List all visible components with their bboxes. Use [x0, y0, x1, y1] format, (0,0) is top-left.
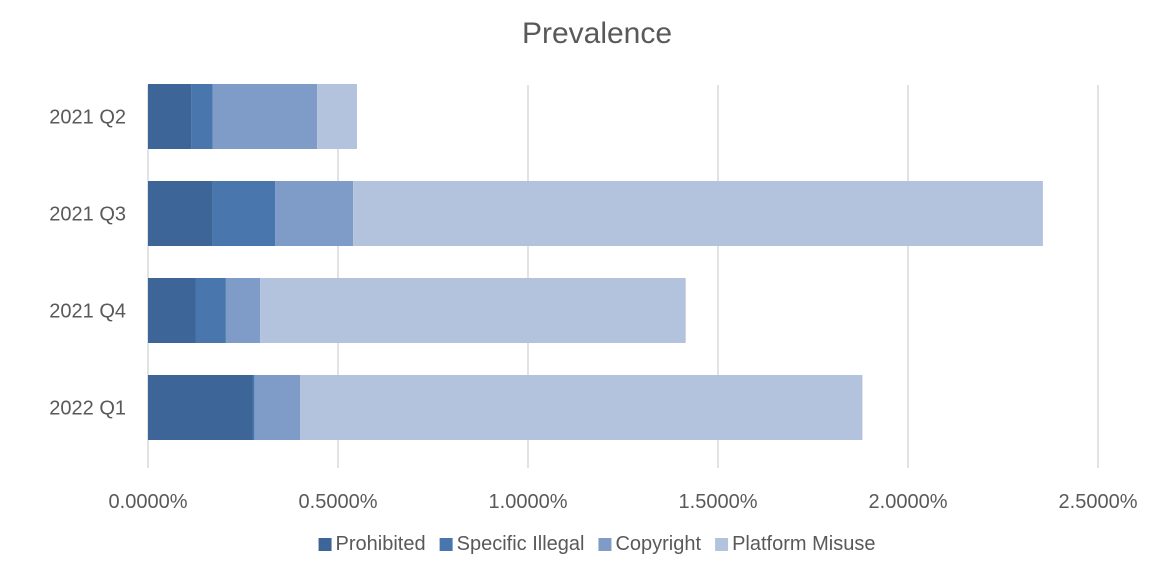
bar-segment: [252, 375, 255, 440]
x-tick-label: 2.0000%: [869, 491, 948, 513]
legend-label: Specific Illegal: [457, 533, 585, 555]
bar-segment: [353, 181, 1043, 246]
legend-swatch: [439, 538, 453, 551]
legend-item: Platform Misuse: [715, 533, 875, 555]
y-category-label: 2021 Q4: [49, 301, 126, 323]
x-tick-label: 1.5000%: [679, 491, 758, 513]
x-tick-label: 0.5000%: [299, 491, 378, 513]
bar-segment: [260, 278, 686, 343]
bar-segment: [148, 84, 192, 149]
bar-segment: [191, 84, 213, 149]
bar-segment: [275, 181, 354, 246]
bars: [148, 84, 1043, 440]
legend: Prohibited Specific Illegal Copyright Platf…: [318, 533, 875, 555]
bar-segment: [212, 84, 318, 149]
bar-segment: [317, 84, 357, 149]
legend-swatch: [598, 538, 612, 551]
bar-row: [148, 278, 686, 343]
y-category-label: 2021 Q2: [49, 107, 126, 129]
bar-segment: [148, 375, 253, 440]
bar-segment: [148, 181, 213, 246]
legend-item: Prohibited: [318, 533, 426, 555]
bar-row: [148, 181, 1043, 246]
legend-item: Copyright: [598, 533, 702, 555]
x-tick-label: 0.0000%: [109, 491, 188, 513]
x-axis-tick-labels: 0.0000% 0.5000% 1.0000% 1.5000% 2.0000% 2.500…: [109, 491, 1138, 513]
legend-label: Copyright: [615, 533, 701, 555]
legend-swatch: [715, 538, 729, 551]
bar-row: [148, 375, 863, 440]
bar-segment: [195, 278, 226, 343]
bar-row: [148, 84, 357, 149]
legend-label: Prohibited: [336, 533, 426, 555]
y-category-label: 2021 Q3: [49, 204, 126, 226]
x-tick-label: 2.5000%: [1059, 491, 1138, 513]
x-tick-label: 1.0000%: [489, 491, 568, 513]
bar-segment: [254, 375, 300, 440]
legend-swatch: [318, 538, 332, 551]
bar-segment: [212, 181, 276, 246]
chart-title: Prevalence: [522, 17, 672, 50]
bar-segment: [300, 375, 863, 440]
y-category-label: 2022 Q1: [49, 398, 126, 420]
legend-label: Platform Misuse: [732, 533, 875, 555]
bar-segment: [148, 278, 196, 343]
legend-item: Specific Illegal: [439, 533, 585, 555]
y-axis-labels: 2021 Q2 2021 Q3 2021 Q4 2022 Q1: [49, 107, 126, 420]
bar-segment: [225, 278, 261, 343]
